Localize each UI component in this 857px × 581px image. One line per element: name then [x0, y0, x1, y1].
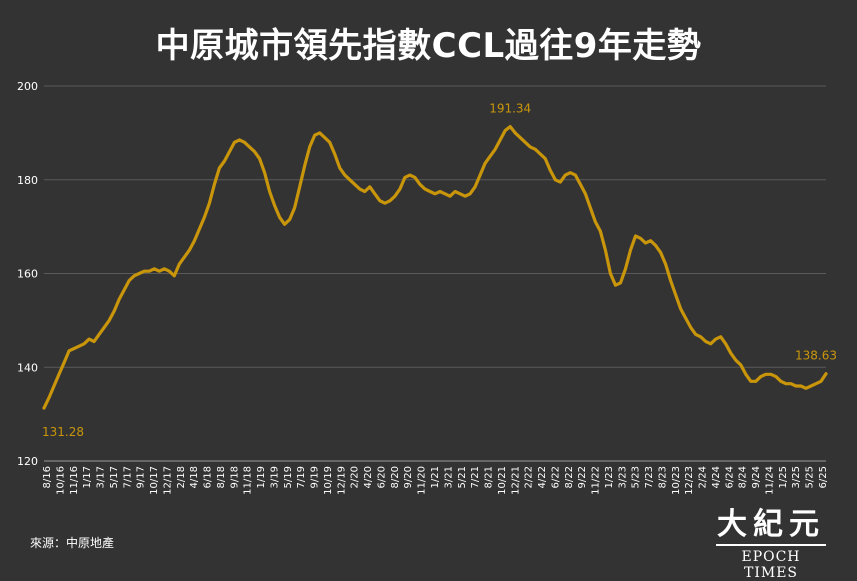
x-tick-label: 3/17	[96, 466, 107, 488]
epoch-times-logo: 大紀元 EPOCH TIMES	[712, 508, 830, 581]
x-tick-label: 6/20	[376, 466, 387, 488]
x-tick-label: 8/18	[216, 466, 227, 488]
x-tick-label: 9/20	[403, 466, 414, 488]
x-tick-label: 7/21	[470, 466, 481, 488]
x-tick-label: 5/21	[457, 466, 468, 488]
x-axis-ticks: 8/16 10/16 11/16 1/17 3/17 5/17 7/17 9/17 10/17 1…	[42, 466, 829, 495]
x-tick-label: 6/24	[724, 466, 735, 488]
x-tick-label: 9/22	[577, 466, 588, 488]
x-tick-label: 10/19	[323, 466, 334, 495]
x-tick-label: 5/19	[283, 466, 294, 488]
x-tick-label: 2/20	[350, 466, 361, 488]
x-tick-label: 6/22	[550, 466, 561, 488]
ccl-index-line	[42, 125, 828, 410]
x-tick-label: 10/16	[55, 466, 66, 495]
x-tick-label: 11/24	[764, 466, 775, 495]
x-tick-label: 5/23	[631, 466, 642, 488]
x-tick-label: 6/25	[818, 466, 829, 488]
x-tick-label: 2/24	[698, 466, 709, 488]
x-tick-label: 3/21	[443, 466, 454, 488]
x-tick-label: 10/23	[671, 466, 682, 495]
logo-divider	[716, 544, 826, 546]
x-tick-label: 8/23	[657, 466, 668, 488]
x-tick-label: 8/22	[564, 466, 575, 488]
x-tick-label: 2/22	[524, 466, 535, 488]
x-tick-label: 4/22	[537, 466, 548, 488]
data-label: 191.34	[489, 102, 531, 116]
x-tick-label: 10/17	[149, 466, 160, 495]
x-tick-label: 2/18	[176, 466, 187, 488]
x-tick-label: 1/25	[778, 466, 789, 488]
x-tick-label: 8/20	[390, 466, 401, 488]
x-tick-label: 12/21	[510, 466, 521, 495]
y-tick-label: 160	[17, 268, 38, 281]
x-tick-label: 1/23	[604, 466, 615, 488]
x-tick-label: 6/18	[203, 466, 214, 488]
data-label: 138.63	[795, 349, 837, 363]
source-note: 來源：中原地產	[30, 536, 115, 550]
series-layer	[42, 125, 828, 410]
x-tick-label: 4/20	[363, 466, 374, 488]
x-tick-label: 3/19	[269, 466, 280, 488]
x-tick-label: 11/20	[417, 466, 428, 495]
y-tick-label: 140	[17, 361, 38, 374]
x-tick-label: 8/24	[738, 466, 749, 488]
annotations: 131.28 191.34 138.63	[42, 102, 837, 440]
x-tick-label: 12/17	[162, 466, 173, 495]
x-tick-label: 9/18	[229, 466, 240, 488]
x-tick-label: 3/25	[791, 466, 802, 488]
x-tick-label: 9/24	[751, 466, 762, 488]
x-tick-label: 12/23	[684, 466, 695, 495]
x-tick-label: 11/22	[591, 466, 602, 495]
y-tick-label: 120	[17, 455, 38, 468]
x-tick-label: 3/23	[617, 466, 628, 488]
x-tick-label: 5/17	[109, 466, 120, 488]
data-label: 131.28	[42, 425, 84, 439]
x-tick-label: 12/19	[336, 466, 347, 495]
x-tick-label: 1/21	[430, 466, 441, 488]
x-tick-label: 7/17	[122, 466, 133, 488]
x-tick-label: 10/21	[497, 466, 508, 495]
y-tick-label: 200	[17, 80, 38, 93]
grid-lines	[44, 85, 826, 462]
x-tick-label: 11/18	[243, 466, 254, 495]
logo-chinese-text: 大紀元	[717, 507, 825, 542]
chart-title: 中原城市領先指數CCL過往9年走勢	[155, 26, 702, 66]
x-tick-label: 9/17	[136, 466, 147, 488]
x-tick-label: 7/19	[296, 466, 307, 488]
x-tick-label: 4/24	[711, 466, 722, 488]
x-tick-label: 1/17	[82, 466, 93, 488]
x-tick-label: 5/25	[805, 466, 816, 488]
y-axis-ticks: 120 140 160 180 200	[17, 80, 38, 468]
x-tick-label: 4/18	[189, 466, 200, 488]
x-tick-label: 9/19	[310, 466, 321, 488]
x-tick-label: 7/23	[644, 466, 655, 488]
x-tick-label: 8/21	[484, 466, 495, 488]
x-tick-label: 11/16	[69, 466, 80, 495]
y-tick-label: 180	[17, 174, 38, 187]
x-tick-label: 8/16	[42, 466, 53, 488]
x-tick-label: 1/19	[256, 466, 267, 488]
logo-english-text: EPOCH TIMES	[741, 549, 801, 581]
